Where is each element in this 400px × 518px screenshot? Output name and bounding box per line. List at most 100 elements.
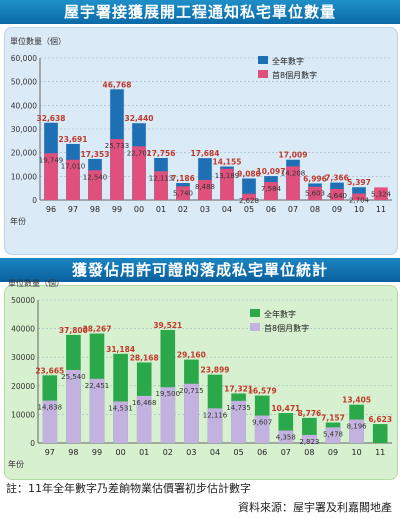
bar-1-8m (132, 146, 146, 200)
data-label-8m: 2,704 (349, 197, 370, 205)
x-tick-label: 03 (186, 448, 196, 457)
data-label-8m: 2,628 (239, 197, 259, 205)
bar-1-8m (66, 159, 80, 200)
bar-1-8m (352, 193, 366, 200)
data-label-total: 14,155 (213, 157, 242, 166)
x-tick-label: 10 (352, 448, 362, 457)
data-label-8m: 16,468 (132, 399, 157, 407)
bar-2-8m (302, 434, 317, 443)
data-label-total: 16,579 (248, 387, 277, 396)
data-label-total: 17,353 (81, 150, 110, 159)
y-tick-label: 10000 (11, 410, 35, 419)
data-label-8m: 14,208 (281, 169, 306, 177)
y-tick-label: 30000 (11, 353, 35, 362)
x-tick-label: 09 (328, 448, 338, 457)
bar-1-8m (198, 179, 212, 200)
bar-2-8m (113, 401, 128, 443)
x-tick-label: 04 (210, 448, 220, 457)
legend-label: 全年數字 (264, 309, 296, 319)
chart2-panel (4, 285, 398, 480)
bar-2-8m (184, 383, 199, 443)
data-label-8m: 5,740 (173, 189, 193, 197)
legend-swatch (250, 309, 260, 317)
x-tick-label: 10 (354, 205, 364, 214)
x-tick-label: 07 (281, 448, 291, 457)
data-label-8m: 12,540 (83, 173, 108, 181)
bar-2-8m (42, 400, 58, 443)
source-note: 資料來源：屋宇署及利嘉閣地產 (238, 501, 392, 514)
x-tick-label: 97 (45, 448, 55, 457)
bar-1-8m (264, 182, 278, 200)
data-label-total: 23,691 (59, 135, 88, 144)
data-label-total: 10,471 (271, 404, 300, 413)
data-label-8m: 14,838 (38, 404, 63, 412)
data-label-8m: 12,113 (149, 174, 174, 182)
bar-2-8m (231, 400, 246, 443)
data-label-total: 9,080 (237, 170, 261, 179)
data-label-total: 39,521 (153, 321, 182, 330)
bar-2-8m (325, 427, 341, 443)
x-tick-label: 07 (288, 205, 298, 214)
data-label-8m: 5,324 (371, 190, 392, 198)
data-label-8m: 4,358 (276, 434, 296, 442)
data-label-total: 17,684 (191, 149, 220, 158)
x-tick-label: 04 (222, 205, 232, 214)
data-label-total: 31,184 (106, 345, 135, 354)
data-label-total: 7,366 (325, 174, 349, 183)
data-label-total: 23,899 (201, 366, 230, 375)
bar-2-8m (254, 415, 270, 443)
y-tick-label: 20000 (11, 382, 35, 391)
data-label-total: 10,097 (257, 167, 286, 176)
chart1-title: 屋宇署接獲展開工程通知私宅單位數量 (0, 0, 400, 24)
bar-2-8m (66, 369, 81, 443)
y-tick-label: 10,000 (11, 172, 37, 181)
x-tick-label: 06 (266, 205, 276, 214)
x-axis-title: 年份 (10, 216, 26, 226)
bar-2-8m (278, 430, 294, 443)
data-label-total: 17,756 (147, 149, 176, 158)
chart1-panel (4, 27, 398, 255)
legend-label: 首8個月數字 (272, 70, 317, 80)
legend-swatch (250, 323, 260, 331)
bar-2-8m (207, 408, 223, 443)
data-label-8m: 19,500 (156, 390, 181, 398)
bar-1-8m (374, 187, 388, 200)
data-label-total: 17,321 (224, 384, 253, 393)
data-label-8m: 2,823 (299, 438, 319, 446)
legend-label: 全年數字 (272, 56, 304, 66)
data-label-8m: 20,715 (179, 387, 204, 395)
data-label-8m: 17,010 (61, 163, 86, 171)
data-label-8m: 8,488 (195, 183, 215, 191)
bar-1-8m (308, 186, 322, 200)
x-tick-label: 08 (310, 205, 320, 214)
bar-2-total (372, 424, 388, 443)
data-label-8m: 14,531 (108, 404, 133, 412)
data-label-8m: 19,749 (39, 156, 64, 164)
data-label-total: 17,009 (279, 151, 308, 160)
bar-1-8m (44, 153, 58, 200)
bar-1-8m (286, 166, 300, 200)
data-label-8m: 22,702 (127, 149, 152, 157)
bar-2-8m (136, 395, 152, 443)
x-tick-label: 08 (304, 448, 314, 457)
data-label-8m: 22,451 (85, 382, 110, 390)
data-label-total: 7,186 (171, 174, 195, 183)
x-tick-label: 01 (139, 448, 149, 457)
x-tick-label: 97 (68, 205, 78, 214)
data-label-8m: 25,540 (61, 373, 86, 381)
data-label-total: 6,996 (303, 174, 327, 183)
data-label-8m: 7,584 (261, 185, 282, 193)
data-label-8m: 14,735 (226, 404, 251, 412)
x-tick-label: 99 (112, 205, 122, 214)
bar-2-8m (160, 387, 176, 443)
y-tick-label: 50,000 (11, 78, 37, 87)
x-tick-label: 05 (244, 205, 254, 214)
y-tick-label: 60,000 (11, 54, 37, 63)
x-tick-label: 03 (200, 205, 210, 214)
data-label-total: 5,397 (347, 178, 371, 187)
bar-1-8m (110, 139, 124, 200)
x-tick-label: 01 (156, 205, 166, 214)
y-tick-label: 30,000 (11, 125, 37, 134)
bar-2-8m (89, 378, 105, 443)
data-label-total: 23,665 (35, 366, 64, 375)
